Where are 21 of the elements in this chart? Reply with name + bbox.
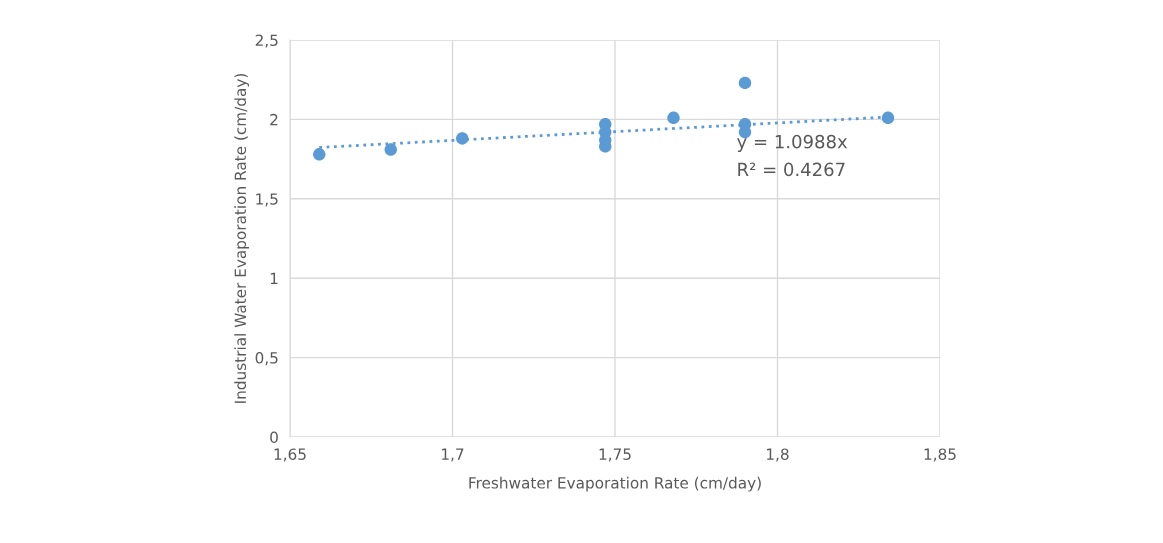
x-tick-label: 1,85 [924, 448, 956, 462]
y-tick-label: 1,5 [256, 193, 278, 207]
annotation: R² = 0.4267 [738, 162, 845, 177]
y-tick-label: 2,5 [255, 34, 278, 48]
y-tick-label: 0 [270, 431, 278, 444]
point [881, 111, 895, 125]
y-tick-label: 0,5 [255, 352, 278, 366]
point [456, 132, 469, 145]
x-tick-label: 1,8 [767, 448, 789, 462]
y-tick-label: 2 [270, 113, 278, 126]
point [667, 111, 680, 125]
x-tick-label: 1,75 [599, 448, 631, 462]
point [738, 76, 752, 90]
x-tick-label: 1,65 [274, 448, 306, 462]
x-tick-label: 1,7 [442, 448, 464, 462]
y-axis-title: Industrial Water Evaporation Rate (cm/day) [234, 73, 250, 403]
point [384, 143, 397, 156]
x-axis-title: Freshwater Evaporation Rate (cm/day) [469, 476, 761, 492]
point [313, 148, 326, 161]
annotation: y = 1.0988x [737, 134, 848, 152]
y-tick-label: 1 [270, 272, 278, 284]
